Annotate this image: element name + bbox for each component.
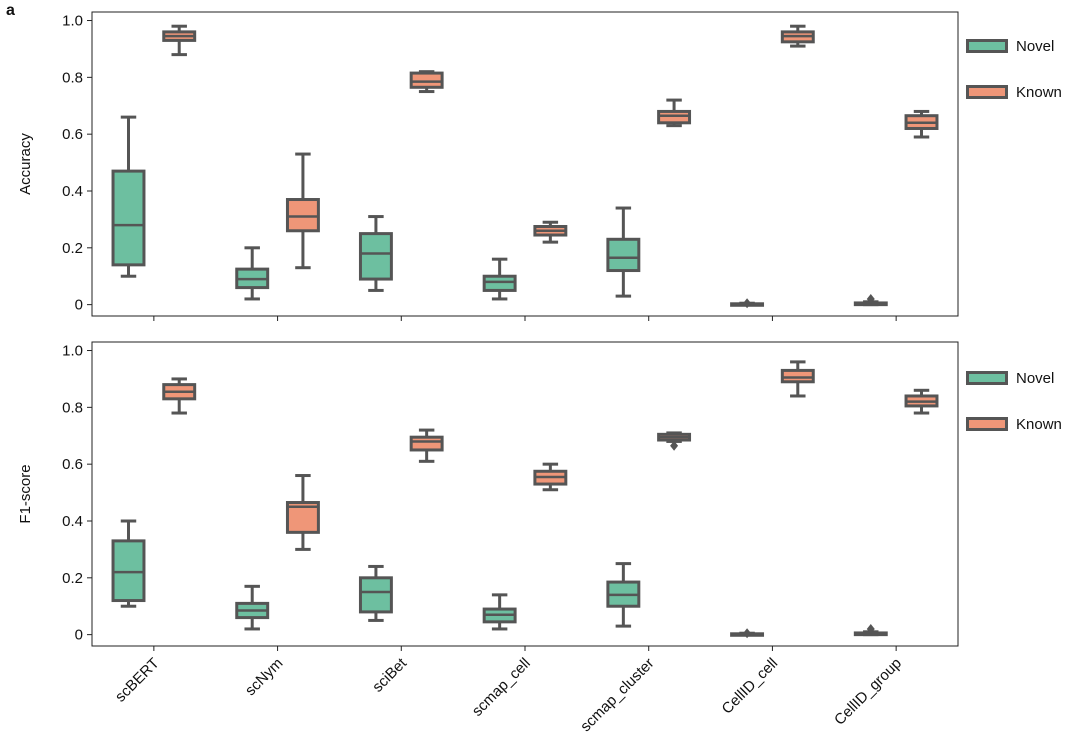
- legend-item-known: Known: [966, 81, 1062, 103]
- box-known-scibet: [409, 70, 444, 94]
- box-known-scmap_cell: [533, 462, 568, 492]
- box-body: [111, 539, 146, 603]
- outlier-marker: [866, 623, 875, 634]
- y-tick-label: 0: [75, 297, 83, 314]
- legend-swatch-known: [966, 85, 1008, 99]
- box-known-scbert: [162, 24, 197, 57]
- y-tick-label: 0.4: [62, 513, 83, 530]
- box-novel-scbert: [111, 115, 146, 278]
- box-body: [657, 109, 692, 125]
- legend-swatch-novel: [966, 371, 1008, 385]
- y-tick-label: 0.2: [62, 240, 83, 257]
- legend-label-novel: Novel: [1016, 37, 1055, 55]
- box-body: [111, 169, 146, 267]
- box-known-cellid_cell: [780, 360, 815, 398]
- box-novel-scnym: [235, 246, 270, 301]
- x-tick-label: CellID_cell: [719, 655, 782, 718]
- x-tick-label: scmap_cell: [469, 655, 534, 720]
- legend-label-novel: Novel: [1016, 369, 1055, 387]
- box-known-scmap_cluster: [657, 98, 692, 128]
- y-tick-label: 1.0: [62, 343, 83, 360]
- box-novel-scnym: [235, 584, 270, 631]
- box-novel-scmap_cell: [482, 257, 517, 301]
- box-novel-scmap_cluster: [606, 206, 641, 298]
- chart-panel-1: 0 0.2 0.4 0.6 0.8 1.0 Accuracy: [17, 11, 959, 321]
- box-novel-scibet: [358, 564, 393, 622]
- y-tick-label: 0.6: [62, 456, 83, 473]
- box-body: [358, 576, 393, 614]
- box-novel-scmap_cell: [482, 593, 517, 631]
- box-known-scibet: [409, 428, 444, 463]
- legend-swatch-known: [966, 417, 1008, 431]
- x-tick-label: scmap_cluster: [577, 655, 657, 735]
- y-tick-label: 0.6: [62, 126, 83, 143]
- box-known-cellid_cell: [780, 24, 815, 48]
- outlier-marker: [670, 440, 679, 451]
- box-novel-cellid_cell: [730, 628, 765, 639]
- y-axis-label: Accuracy: [17, 133, 34, 195]
- y-axis-label: F1-score: [17, 464, 34, 523]
- plot-frame: [91, 341, 959, 647]
- box-body: [606, 237, 641, 273]
- legend-item-known: Known: [966, 413, 1062, 435]
- y-tick-label: 0.8: [62, 69, 83, 86]
- y-tick-label: 0.2: [62, 570, 83, 587]
- chart-panel-2: 0 0.2 0.4 0.6 0.8 1.0 F1-score scBERT scNym sciBe…: [17, 341, 959, 735]
- box-body: [780, 368, 815, 384]
- box-novel-cellid_cell: [730, 298, 765, 309]
- box-known-cellid_group: [904, 388, 939, 415]
- legend-top: Novel Known: [966, 35, 1062, 127]
- x-tick-label: sciBet: [369, 654, 410, 695]
- box-body: [409, 71, 444, 89]
- outlier-marker: [866, 293, 875, 304]
- box-body: [358, 232, 393, 281]
- x-tick-label: CellID_group: [831, 655, 905, 729]
- box-novel-cellid_group: [853, 623, 888, 637]
- box-known-scbert: [162, 377, 197, 415]
- box-novel-scmap_cluster: [606, 562, 641, 628]
- box-known-scnym: [285, 474, 320, 551]
- outlier-marker: [743, 298, 752, 309]
- box-body: [482, 274, 517, 292]
- legend-swatch-novel: [966, 39, 1008, 53]
- legend-label-known: Known: [1016, 83, 1062, 101]
- legend-label-known: Known: [1016, 415, 1062, 433]
- box-novel-scbert: [111, 519, 146, 608]
- box-body: [285, 198, 320, 233]
- plot-frame: [91, 11, 959, 317]
- box-novel-cellid_group: [853, 293, 888, 307]
- box-body: [409, 435, 444, 452]
- box-novel-scibet: [358, 215, 393, 292]
- box-known-scmap_cell: [533, 220, 568, 244]
- panel-label: a: [6, 2, 15, 19]
- y-tick-label: 1.0: [62, 13, 83, 30]
- legend-item-novel: Novel: [966, 367, 1062, 389]
- y-tick-label: 0: [75, 627, 83, 644]
- y-tick-label: 0.4: [62, 183, 83, 200]
- x-tick-label: scBERT: [112, 655, 163, 706]
- outlier-marker: [743, 628, 752, 639]
- x-tick-label: scNym: [242, 655, 286, 699]
- y-tick-label: 0.8: [62, 399, 83, 416]
- box-known-cellid_group: [904, 109, 939, 139]
- legend-bottom: Novel Known: [966, 367, 1062, 459]
- legend-item-novel: Novel: [966, 35, 1062, 57]
- box-known-scnym: [285, 152, 320, 270]
- box-known-scmap_cluster: [657, 431, 692, 451]
